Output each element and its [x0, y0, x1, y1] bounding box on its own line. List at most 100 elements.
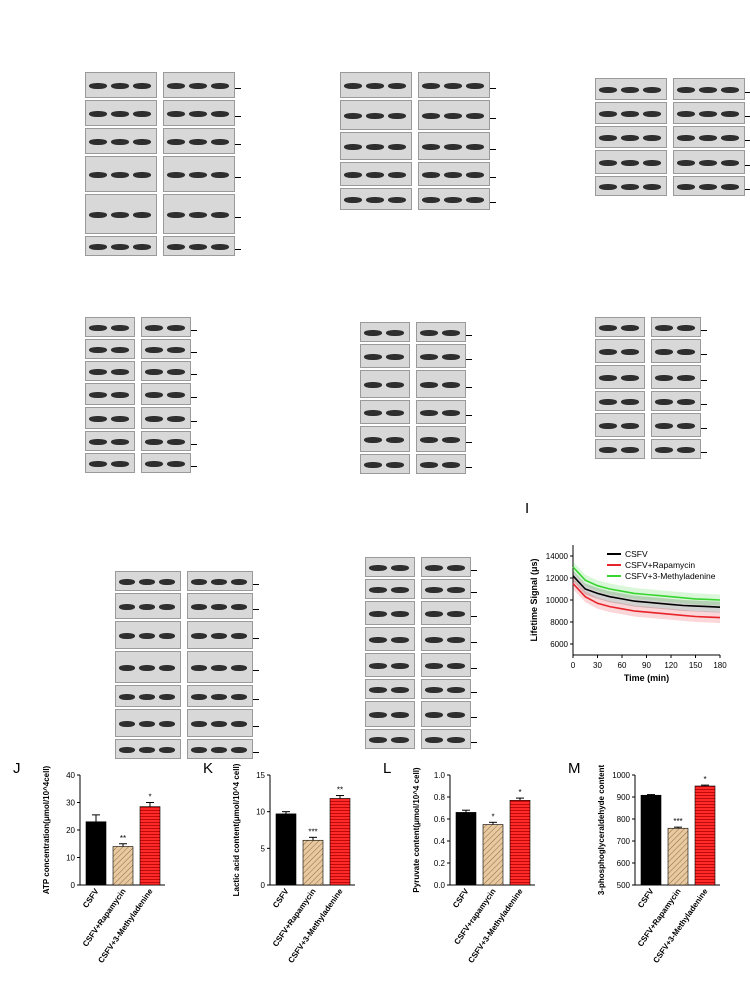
protein-band [89, 244, 107, 250]
panel-label: J [13, 760, 21, 777]
y-tick-label: 5 [261, 844, 266, 853]
protein-band [369, 637, 387, 643]
protein-band [111, 347, 129, 353]
blot-strip [595, 365, 645, 389]
protein-band [133, 83, 151, 89]
y-tick-label: 20 [66, 826, 75, 835]
protein-band [599, 87, 617, 93]
protein-band [422, 197, 440, 203]
blot-strip [418, 132, 490, 160]
blot-strip [115, 685, 181, 707]
x-tick-label: 90 [642, 661, 651, 670]
significance-marker: *** [308, 827, 317, 836]
bar [139, 806, 161, 886]
protein-band [119, 633, 135, 639]
protein-band [366, 172, 384, 178]
y-tick-label: 1.0 [434, 771, 446, 780]
bar [275, 813, 297, 886]
protein-band [211, 604, 227, 610]
protein-band [111, 392, 129, 398]
blot-strip [163, 236, 235, 256]
protein-band [422, 172, 440, 178]
bar [302, 839, 324, 886]
protein-band [111, 111, 129, 117]
protein-band [422, 113, 440, 119]
blot-strip [187, 571, 253, 591]
blot-strip [365, 557, 415, 577]
protein-band [444, 83, 462, 89]
blot-strip [85, 317, 135, 337]
blot-strip [416, 344, 466, 368]
mw-tick [466, 415, 472, 416]
blot-strip [421, 627, 471, 651]
protein-band [599, 423, 617, 429]
y-tick-label: 700 [617, 837, 631, 846]
bar [85, 821, 107, 886]
blot-strip [141, 383, 191, 405]
blot-strip [418, 72, 490, 98]
protein-band [344, 113, 362, 119]
blot-strip [360, 322, 410, 342]
protein-band [677, 111, 695, 117]
protein-band [444, 172, 462, 178]
panel-label: L [383, 760, 391, 777]
protein-band [599, 325, 617, 331]
blot-strip [651, 317, 701, 337]
y-tick-label: 10 [66, 854, 75, 863]
blot-strip [141, 453, 191, 473]
blot-strip [141, 431, 191, 451]
protein-band [133, 244, 151, 250]
protein-band [677, 423, 695, 429]
protein-band [677, 349, 695, 355]
protein-band [119, 665, 135, 671]
protein-band [677, 87, 695, 93]
y-tick-label: 30 [66, 799, 75, 808]
protein-band [231, 579, 247, 585]
blot-strip [163, 100, 235, 126]
bar-chart-j: J 0 10 20 30 40 ATP concentration(μmol/10^4cel… [13, 760, 165, 965]
protein-band [89, 139, 107, 145]
mw-tick [745, 140, 750, 141]
mw-tick [191, 374, 197, 375]
y-tick-label: 8000 [550, 618, 568, 627]
protein-band [211, 694, 227, 700]
mw-tick [253, 699, 259, 700]
protein-band [425, 565, 443, 571]
protein-band [721, 160, 739, 166]
mw-tick [253, 752, 259, 753]
protein-band [344, 83, 362, 89]
protein-band [191, 747, 207, 753]
protein-band [89, 439, 107, 445]
mw-tick [490, 202, 496, 203]
protein-band [344, 144, 362, 150]
protein-band [189, 244, 207, 250]
protein-band [369, 687, 387, 693]
blot-strip [360, 344, 410, 368]
mw-tick [471, 642, 477, 643]
protein-band [447, 737, 465, 743]
protein-band [145, 325, 163, 331]
protein-band [211, 244, 229, 250]
protein-band [366, 83, 384, 89]
protein-band [139, 604, 155, 610]
blot-strip [115, 709, 181, 737]
protein-band [167, 392, 185, 398]
category-label: CSFV [636, 886, 656, 909]
blot-strip [85, 361, 135, 381]
mw-tick [191, 466, 197, 467]
protein-band [388, 113, 406, 119]
protein-band [167, 439, 185, 445]
blot-strip [365, 627, 415, 651]
mw-tick [701, 354, 707, 355]
protein-band [447, 587, 465, 593]
protein-band [167, 212, 185, 218]
blot-strip [85, 236, 157, 256]
blot-strip [421, 679, 471, 699]
protein-band [159, 633, 175, 639]
mw-tick [235, 217, 241, 218]
blot-strip [340, 100, 412, 130]
category-label: CSFV [451, 886, 471, 909]
y-axis-label: Lifetime Signal (μs) [529, 558, 539, 641]
protein-band [167, 325, 185, 331]
protein-band [89, 172, 107, 178]
